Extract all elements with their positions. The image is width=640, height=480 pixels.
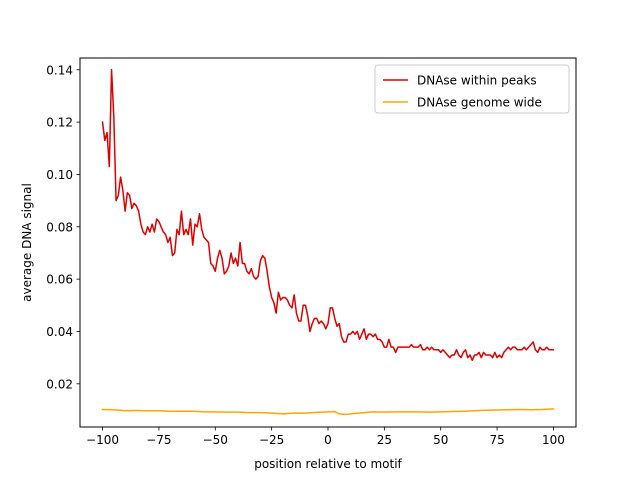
legend-box	[374, 64, 570, 114]
x-tick-label: −100	[86, 433, 119, 447]
x-tick-label: −25	[259, 433, 284, 447]
legend-label-1: DNAse genome wide	[417, 96, 542, 110]
y-tick-label: 0.06	[46, 273, 73, 287]
x-tick-label: −75	[146, 433, 171, 447]
legend-label-0: DNAse within peaks	[417, 74, 537, 88]
x-axis-label: position relative to motif	[254, 457, 402, 471]
x-tick-label: 25	[377, 433, 392, 447]
y-tick-label: 0.14	[46, 63, 73, 77]
x-tick-label: −50	[203, 433, 228, 447]
y-tick-label: 0.02	[46, 377, 73, 391]
series-group	[101, 69, 555, 416]
y-axis-label: average DNA signal	[20, 183, 34, 302]
x-tick-label: 0	[324, 433, 332, 447]
y-tick-label: 0.08	[46, 220, 73, 234]
x-tick-label: 50	[433, 433, 448, 447]
y-axis: 0.02 0.04 0.06 0.08 0.10 0.12 0.14	[46, 63, 80, 391]
series-line-1	[101, 408, 555, 416]
x-axis: −100 −75 −50 −25 0 25 50 75 100	[86, 427, 565, 447]
x-tick-label: 75	[489, 433, 504, 447]
y-tick-label: 0.12	[46, 116, 73, 130]
legend: DNAse within peaks DNAse genome wide	[374, 64, 570, 114]
x-tick-label: 100	[542, 433, 565, 447]
y-tick-label: 0.10	[46, 168, 73, 182]
series-line-0	[101, 69, 555, 362]
y-tick-label: 0.04	[46, 325, 73, 339]
